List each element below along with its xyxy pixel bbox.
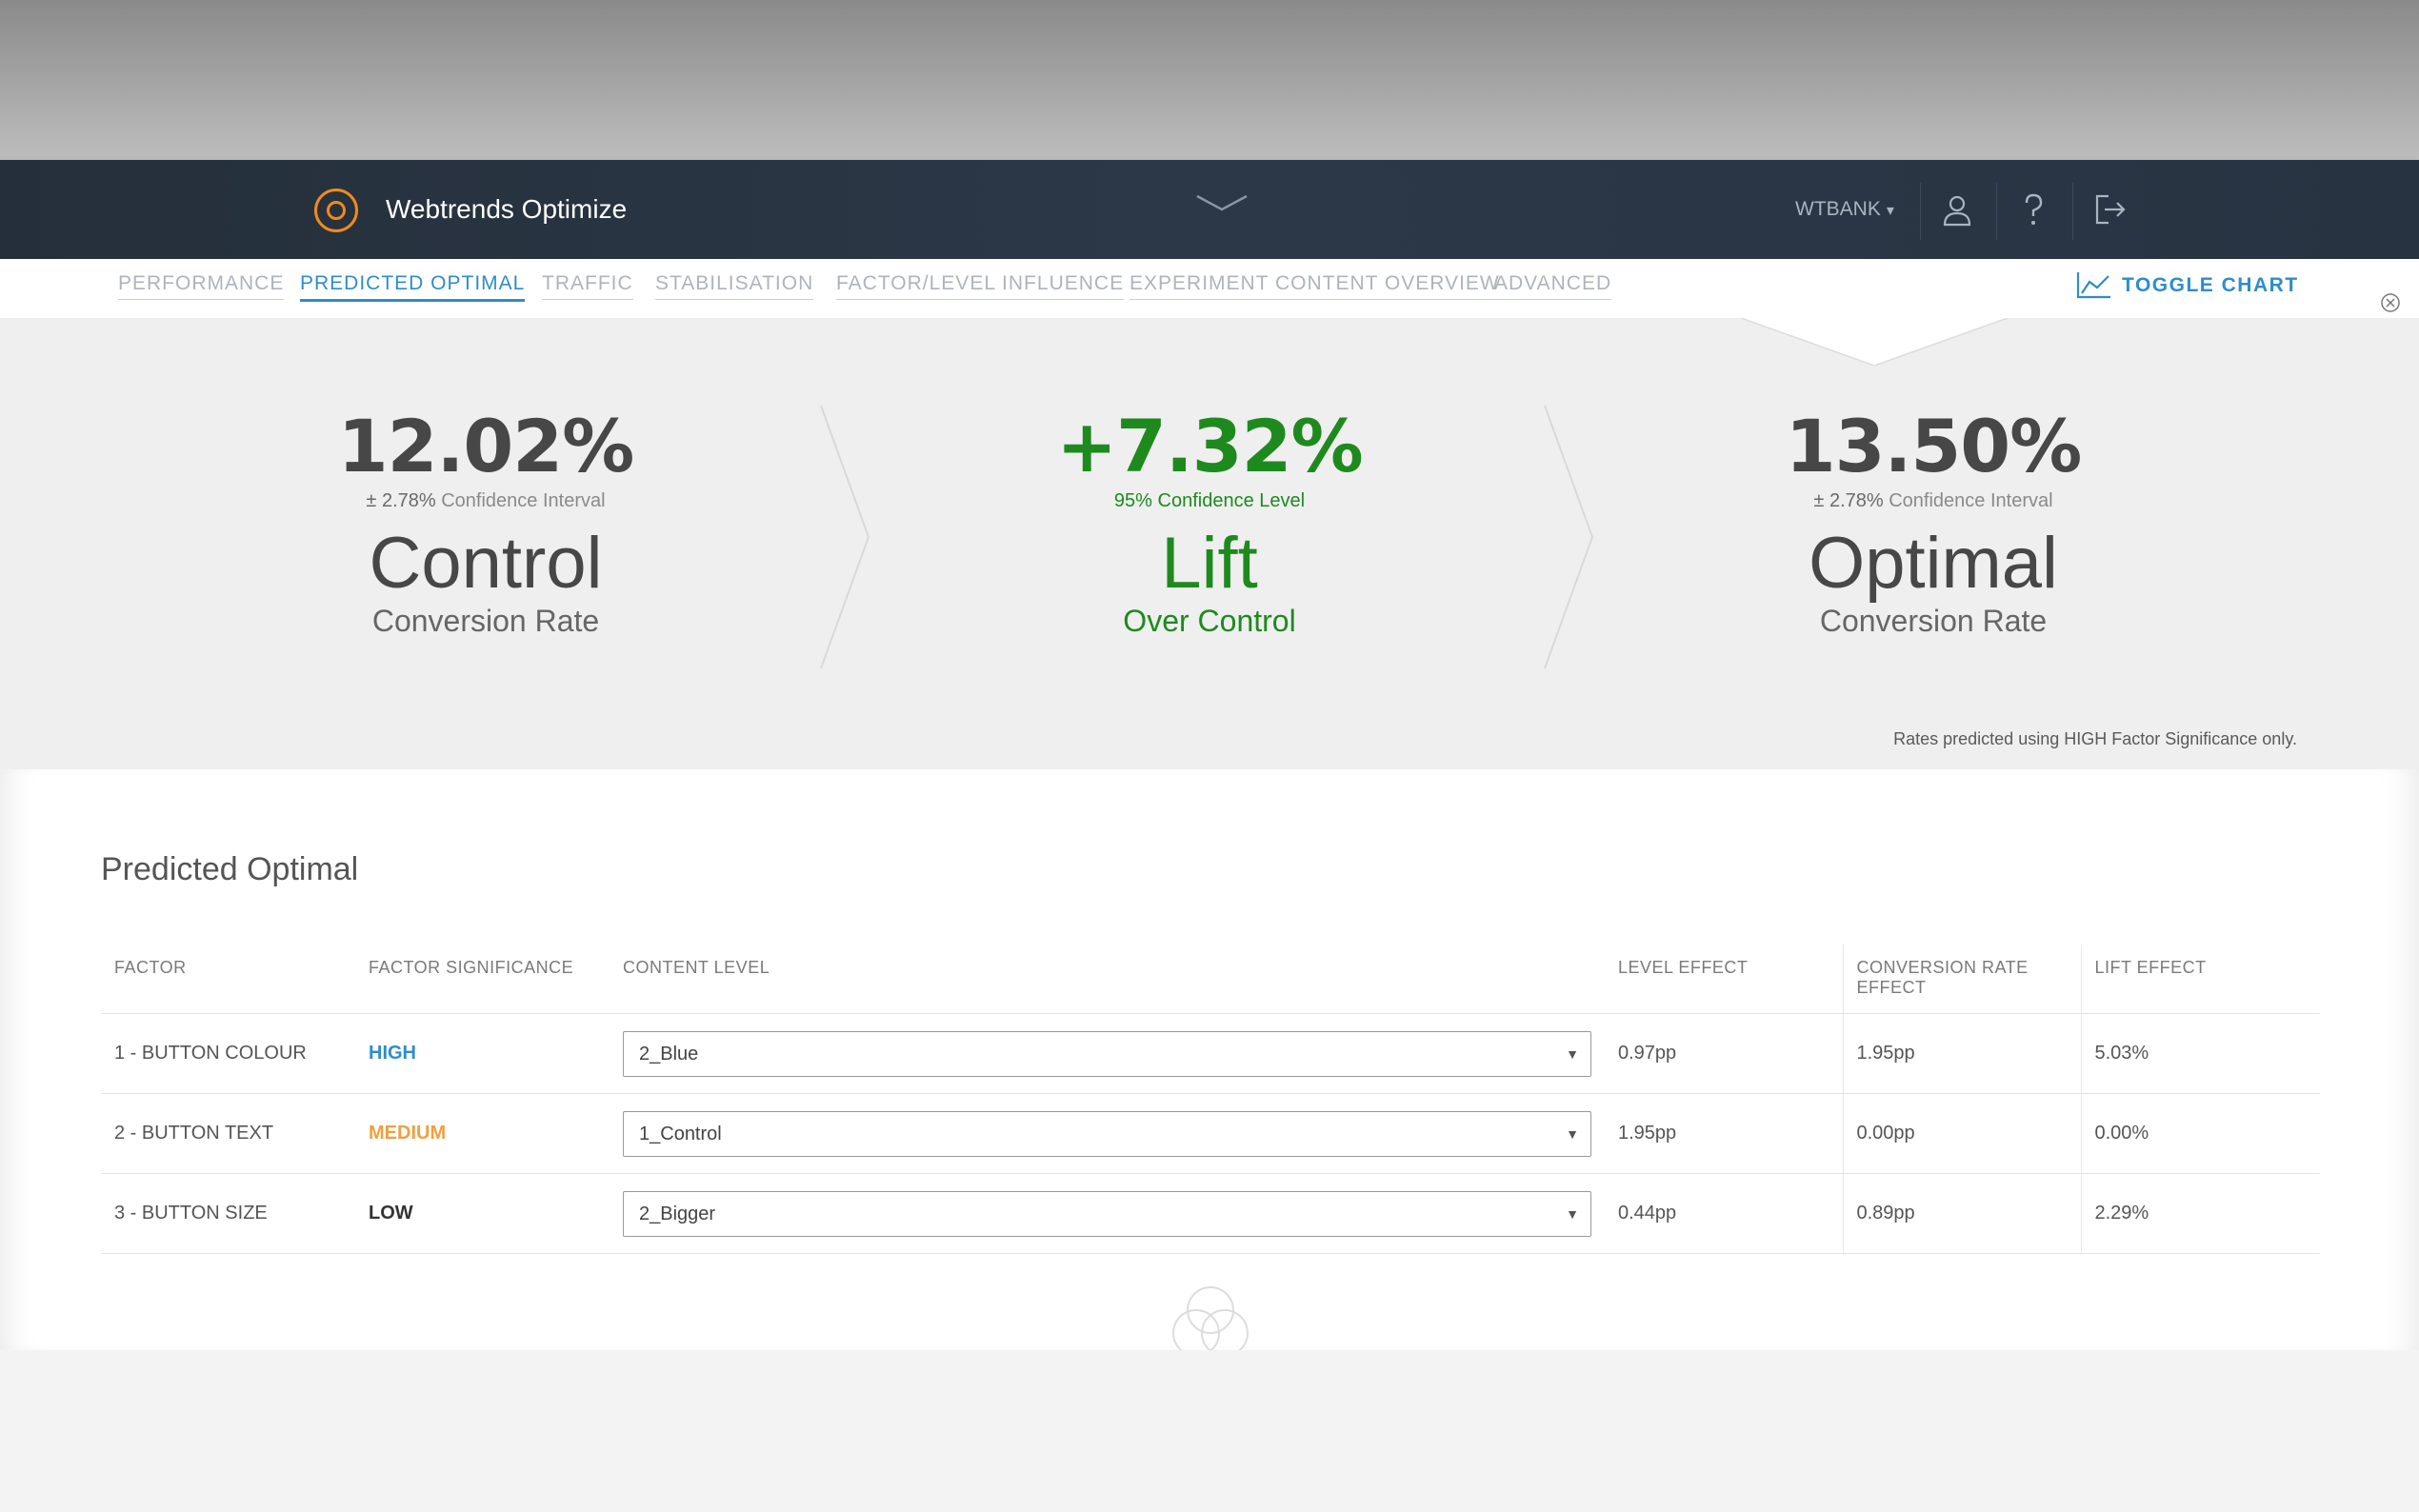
significance-badge: LOW [355, 1173, 610, 1254]
significance-badge: MEDIUM [355, 1093, 610, 1174]
col-level-effect[interactable]: LEVEL EFFECT [1605, 945, 1843, 1014]
top-navbar: Webtrends Optimize WTBANK ▾ [0, 160, 2419, 266]
navbar-divider [1920, 183, 1921, 240]
conversion-rate-effect-cell: 0.89pp [1842, 1173, 2081, 1254]
control-sublabel: Conversion Rate [371, 604, 600, 638]
user-icon[interactable] [1938, 190, 1976, 229]
account-name: WTBANK [1795, 198, 1881, 220]
factors-table: FACTOR FACTOR SIGNIFICANCE CONTENT LEVEL… [101, 945, 2320, 1254]
table-row: 1 - BUTTON COLOUR HIGH 2_Blue ▼ 0.97pp 1.… [101, 1013, 2320, 1094]
metric-divider [820, 405, 870, 669]
factor-cell: 2 - BUTTON TEXT [101, 1093, 355, 1174]
dropdown-arrow-icon: ▼ [1566, 1045, 1579, 1062]
content-level-select[interactable]: 1_Control ▼ [623, 1110, 1591, 1157]
tab-factor-level-influence[interactable]: FACTOR/LEVEL INFLUENCE [836, 272, 1125, 300]
col-conversion-rate-effect[interactable]: CONVERSION RATE EFFECT [1842, 945, 2081, 1014]
optimal-confidence: ± 2.78% Confidence Interval [1813, 490, 2053, 511]
table-row: 2 - BUTTON TEXT MEDIUM 1_Control ▼ 1.95pp… [101, 1093, 2320, 1174]
tab-experiment-content-overview[interactable]: EXPERIMENT CONTENT OVERVIEW [1130, 272, 1500, 300]
tab-stabilisation[interactable]: STABILISATION [655, 272, 814, 300]
factor-cell: 3 - BUTTON SIZE [101, 1173, 355, 1254]
significance-badge: HIGH [355, 1013, 610, 1094]
metric-divider [1544, 405, 1594, 669]
level-effect-cell: 0.44pp [1605, 1173, 1843, 1254]
control-rate: 12.02% [337, 404, 635, 488]
conversion-rate-effect-cell: 1.95pp [1842, 1013, 2081, 1094]
conversion-rate-effect-cell: 0.00pp [1842, 1093, 2081, 1174]
table-row: 3 - BUTTON SIZE LOW 2_Bigger ▼ 0.44pp 0.8… [101, 1173, 2320, 1254]
navbar-divider [2072, 183, 2073, 240]
tab-bar: PERFORMANCE PREDICTED OPTIMAL TRAFFIC ST… [0, 259, 2419, 318]
panel-pointer [1741, 318, 2008, 366]
lift-label: Lift [1161, 523, 1258, 604]
predicted-optimal-panel: Predicted Optimal FACTOR FACTOR SIGNIFIC… [0, 769, 2419, 1352]
dropdown-arrow-icon: ▼ [1566, 1205, 1579, 1222]
brand-logo-icon[interactable] [314, 189, 358, 232]
account-dropdown[interactable]: WTBANK ▾ [1795, 198, 1894, 221]
lift-metric: +7.32% 95% Confidence Level Lift Over Co… [971, 404, 1448, 639]
col-factor-significance[interactable]: FACTOR SIGNIFICANCE [355, 945, 610, 1014]
metrics-summary: 12.02% ± 2.78% Confidence Interval Contr… [0, 318, 2419, 769]
brand-name[interactable]: Webtrends Optimize [386, 194, 628, 224]
window-backdrop [0, 0, 2419, 160]
content-level-select[interactable]: 2_Blue ▼ [623, 1030, 1591, 1077]
tab-performance[interactable]: PERFORMANCE [118, 272, 285, 300]
table-header-row: FACTOR FACTOR SIGNIFICANCE CONTENT LEVEL… [101, 945, 2320, 1014]
content-level-select[interactable]: 2_Bigger ▼ [623, 1190, 1591, 1237]
lift-effect-cell: 5.03% [2080, 1013, 2320, 1094]
content-level-cell: 1_Control ▼ [610, 1093, 1605, 1174]
close-icon[interactable] [2379, 291, 2402, 314]
content-level-cell: 2_Bigger ▼ [610, 1173, 1605, 1254]
optimal-rate: 13.50% [1785, 404, 2083, 488]
lift-effect-cell: 2.29% [2080, 1173, 2320, 1254]
col-lift-effect[interactable]: LIFT EFFECT [2080, 945, 2320, 1014]
toggle-chart-label: TOGGLE CHART [2122, 274, 2299, 296]
prediction-footnote: Rates predicted using HIGH Factor Signif… [1893, 729, 2297, 748]
col-factor[interactable]: FACTOR [101, 945, 355, 1014]
venn-logo-icon [1172, 1286, 1249, 1352]
chevron-down-icon[interactable] [1195, 189, 1249, 217]
chart-icon [2076, 272, 2110, 299]
control-confidence: ± 2.78% Confidence Interval [366, 490, 606, 511]
dropdown-arrow-icon: ▼ [1566, 1125, 1579, 1142]
tab-traffic[interactable]: TRAFFIC [542, 272, 633, 300]
tab-advanced[interactable]: ADVANCED [1494, 272, 1612, 300]
lift-value: +7.32% [1056, 404, 1363, 488]
caret-down-icon: ▾ [1886, 203, 1894, 219]
logout-icon[interactable] [2091, 190, 2129, 229]
level-effect-cell: 0.97pp [1605, 1013, 1843, 1094]
tab-predicted-optimal[interactable]: PREDICTED OPTIMAL [300, 272, 526, 302]
control-label: Control [369, 523, 603, 604]
factor-cell: 1 - BUTTON COLOUR [101, 1013, 355, 1094]
panel-title: Predicted Optimal [101, 851, 359, 887]
optimal-metric: 13.50% ± 2.78% Confidence Interval Optim… [1695, 404, 2171, 639]
level-effect-cell: 1.95pp [1605, 1093, 1843, 1174]
lift-effect-cell: 0.00% [2080, 1093, 2320, 1174]
help-icon[interactable] [2014, 190, 2052, 229]
toggle-chart-button[interactable]: TOGGLE CHART [2076, 272, 2299, 299]
page-footer-area [0, 1350, 2419, 1512]
col-content-level[interactable]: CONTENT LEVEL [610, 945, 1605, 1014]
lift-confidence: 95% Confidence Level [1113, 490, 1306, 511]
optimal-sublabel: Conversion Rate [1819, 604, 2048, 638]
navbar-divider [1996, 183, 1997, 240]
optimal-label: Optimal [1809, 523, 2058, 604]
content-level-cell: 2_Blue ▼ [610, 1013, 1605, 1094]
lift-sublabel: Over Control [1123, 604, 1296, 638]
control-metric: 12.02% ± 2.78% Confidence Interval Contr… [248, 404, 724, 639]
